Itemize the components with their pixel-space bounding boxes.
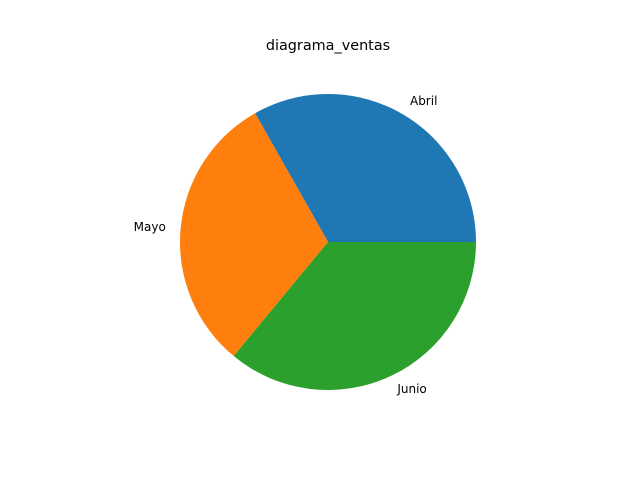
pie-slice-junio (233, 242, 476, 391)
chart-title: diagrama_ventas (266, 38, 390, 54)
pie-label-abril: Abril (410, 94, 437, 108)
pie-slice-abril (255, 94, 476, 242)
pie-labels: Abril Mayo Junio (134, 94, 438, 396)
pie-label-mayo: Mayo (134, 220, 166, 234)
pie-slice-mayo (180, 113, 328, 357)
pie-label-junio: Junio (396, 382, 426, 396)
pie-slices (180, 94, 476, 391)
